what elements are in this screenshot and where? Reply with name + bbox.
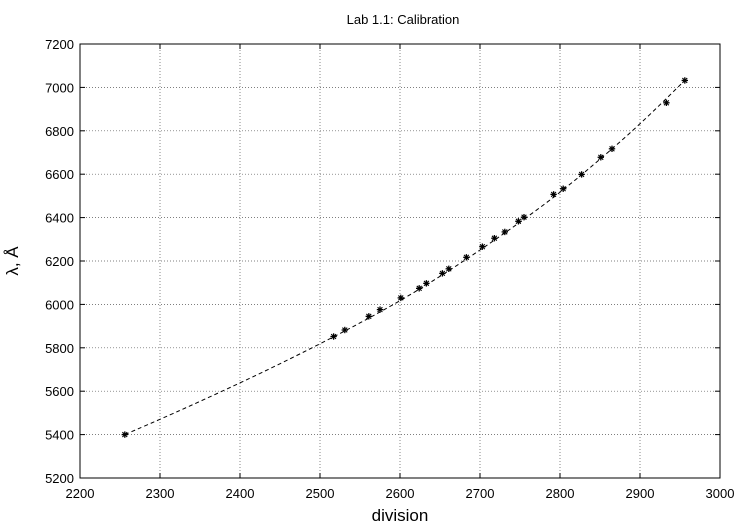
y-tick-label: 6800 <box>45 124 74 139</box>
y-tick-label: 6200 <box>45 254 74 269</box>
fit-curve <box>124 80 686 436</box>
data-point <box>397 294 404 302</box>
data-point <box>463 254 470 261</box>
data-point <box>560 185 567 192</box>
x-tick-label: 2500 <box>306 486 335 501</box>
x-axis-label: division <box>372 506 429 525</box>
axis-ticks: 2200 2300 2400 2500 2600 2700 2800 2900 3000 5200… <box>45 37 734 501</box>
x-tick-label: 2600 <box>386 486 415 501</box>
data-point <box>416 285 423 292</box>
y-tick-label: 7200 <box>45 37 74 52</box>
data-point <box>515 218 522 225</box>
y-tick-label: 5200 <box>45 471 74 486</box>
y-tick-label: 6000 <box>45 297 74 312</box>
data-point <box>439 270 446 277</box>
y-tick-label: 6400 <box>45 211 74 226</box>
chart-title: Lab 1.1: Calibration <box>347 12 460 27</box>
y-axis-label: λ, Å <box>3 246 22 276</box>
x-tick-label: 2900 <box>626 486 655 501</box>
x-tick-label: 3000 <box>706 486 735 501</box>
data-point <box>376 306 384 313</box>
data-points <box>121 77 688 438</box>
data-point <box>608 145 616 153</box>
y-tick-label: 5600 <box>45 384 74 399</box>
x-tick-label: 2700 <box>466 486 495 501</box>
data-point <box>550 191 557 198</box>
data-point <box>479 243 486 250</box>
data-point <box>121 431 128 438</box>
y-tick-label: 5800 <box>45 341 74 356</box>
x-tick-label: 2200 <box>66 486 95 501</box>
data-point <box>681 77 688 84</box>
y-tick-label: 5400 <box>45 428 74 443</box>
y-tick-label: 6600 <box>45 167 74 182</box>
data-point <box>578 171 585 178</box>
data-point <box>330 333 337 340</box>
x-tick-label: 2800 <box>546 486 575 501</box>
grid <box>80 44 720 478</box>
data-point <box>365 313 372 320</box>
x-tick-label: 2300 <box>146 486 175 501</box>
data-point <box>597 154 604 161</box>
x-tick-label: 2400 <box>226 486 255 501</box>
y-tick-label: 7000 <box>45 80 74 95</box>
data-point <box>445 265 452 273</box>
data-point <box>491 235 498 242</box>
data-point <box>341 326 348 334</box>
data-point <box>423 280 430 287</box>
data-point <box>663 99 670 107</box>
data-point <box>501 228 508 236</box>
data-point <box>520 213 528 221</box>
